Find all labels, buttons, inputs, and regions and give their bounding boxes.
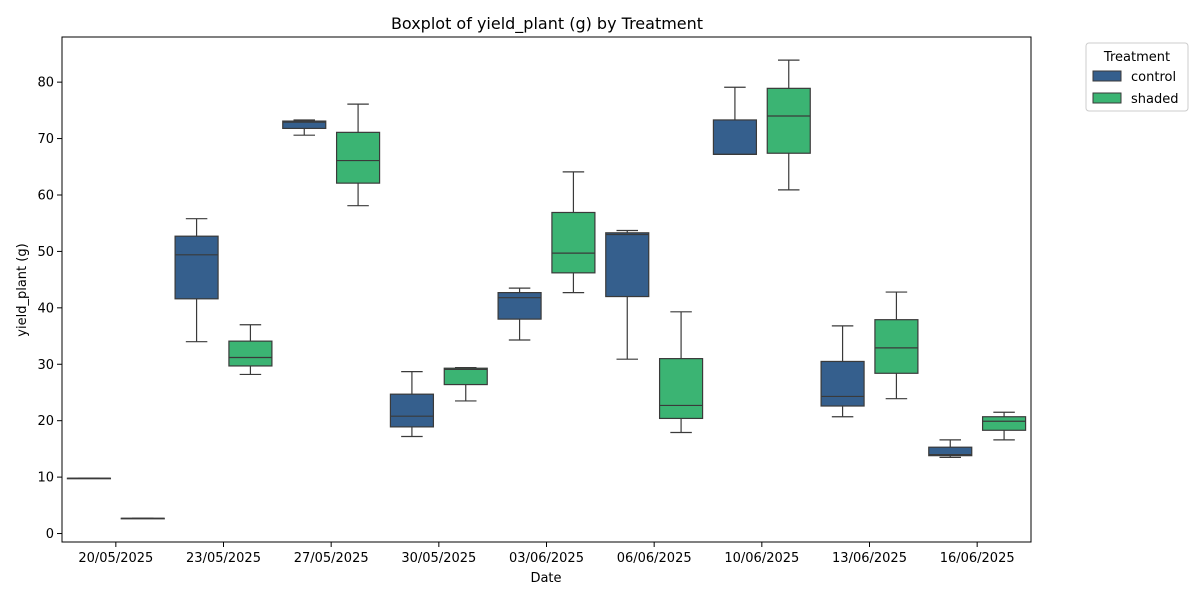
iqr-box [981, 416, 1027, 431]
iqr-box [712, 119, 758, 155]
iqr-box [497, 292, 542, 320]
y-tick-label: 10 [37, 471, 54, 486]
box-control [712, 86, 758, 155]
legend-label-control: control [1131, 70, 1176, 85]
iqr-box [874, 319, 919, 374]
legend-swatch-control [1092, 70, 1122, 82]
y-tick-label: 80 [37, 76, 54, 91]
box-shaded [658, 311, 704, 434]
box-control [605, 229, 650, 360]
box-control [282, 119, 327, 136]
x-tick-label: 20/05/2025 [78, 551, 153, 566]
chart-title: Boxplot of yield_plant (g) by Treatment [391, 14, 703, 34]
iqr-box [820, 360, 865, 407]
y-tick-label: 0 [46, 527, 54, 542]
legend-swatch-shaded [1092, 92, 1122, 104]
box-shaded [874, 291, 919, 400]
box-control [928, 439, 973, 458]
x-axis-label: Date [530, 571, 561, 586]
box-control [820, 325, 865, 418]
legend: Treatment control shaded [1085, 42, 1189, 112]
x-tick-label: 13/06/2025 [832, 551, 907, 566]
iqr-box [766, 87, 811, 154]
x-tick-label: 10/06/2025 [724, 551, 799, 566]
iqr-box [389, 393, 435, 428]
box-shaded [443, 367, 488, 402]
y-tick-label: 50 [37, 245, 54, 260]
y-tick-label: 40 [37, 301, 54, 316]
box-shaded [228, 324, 273, 376]
iqr-box [551, 211, 596, 274]
box-shaded [981, 411, 1027, 441]
x-tick-label: 30/05/2025 [401, 551, 476, 566]
legend-label-shaded: shaded [1131, 92, 1178, 107]
x-tick-label: 27/05/2025 [294, 551, 369, 566]
iqr-box [335, 131, 381, 184]
x-axis: 20/05/2025 23/05/2025 27/05/2025 30/05/2025… [78, 542, 1015, 566]
y-tick-label: 20 [37, 414, 54, 429]
box-control [497, 287, 542, 341]
iqr-box [928, 446, 973, 457]
y-tick-label: 30 [37, 358, 54, 373]
y-tick-label: 60 [37, 188, 54, 203]
x-tick-label: 03/06/2025 [509, 551, 584, 566]
box-control [389, 370, 435, 438]
x-tick-label: 06/06/2025 [617, 551, 692, 566]
box-control [174, 218, 219, 343]
plot-area [66, 59, 1027, 520]
y-axis-label: yield_plant (g) [15, 243, 30, 336]
x-tick-label: 23/05/2025 [186, 551, 261, 566]
legend-title: Treatment [1103, 50, 1170, 65]
y-axis: 0 10 20 30 40 50 60 70 80 [37, 76, 62, 542]
iqr-box [658, 358, 704, 420]
box-control [66, 477, 112, 480]
iqr-box [174, 235, 219, 300]
x-tick-label: 16/06/2025 [940, 551, 1015, 566]
box-shaded [120, 517, 165, 520]
iqr-box [443, 367, 488, 386]
y-tick-label: 70 [37, 132, 54, 147]
box-shaded [335, 103, 381, 207]
box-shaded [766, 59, 811, 191]
iqr-box [605, 232, 650, 298]
iqr-box [282, 120, 327, 130]
box-shaded [551, 171, 596, 294]
iqr-box [228, 340, 273, 367]
